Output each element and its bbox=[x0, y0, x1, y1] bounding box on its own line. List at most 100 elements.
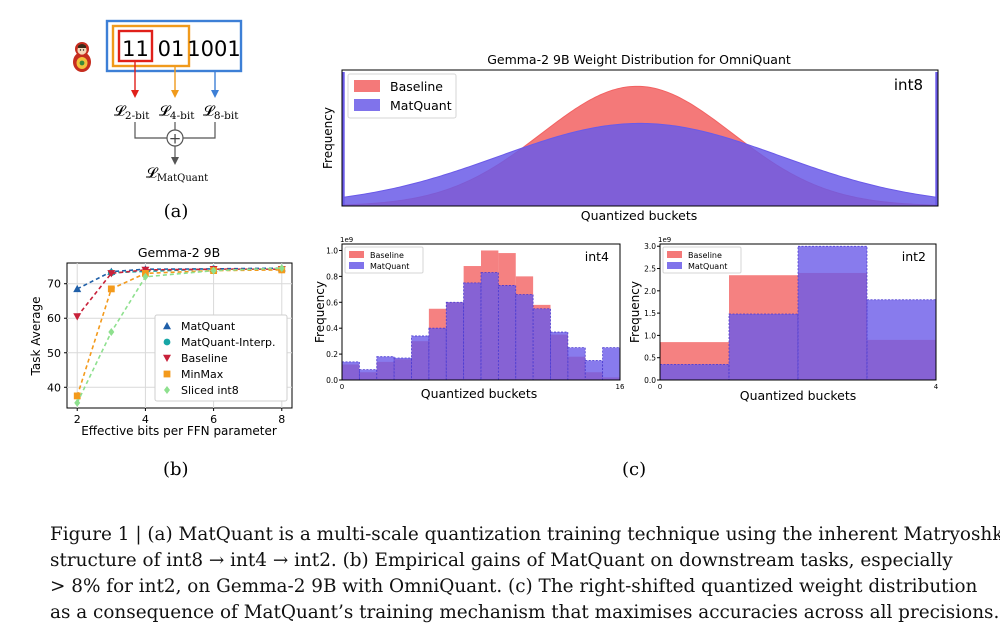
chart-b-legend: MatQuant MatQuant-Interp. Baseline MinMax Sl… bbox=[154, 314, 288, 402]
data-point bbox=[73, 284, 82, 293]
bar bbox=[584, 360, 604, 381]
legend-label: Baseline bbox=[181, 352, 228, 365]
y-tick-label: 60 bbox=[47, 312, 61, 325]
caption-line: > 8% for int2, on Gemma-2 9B with OmniQu… bbox=[50, 576, 978, 597]
chart-c2-xlabel: Quantized buckets bbox=[740, 388, 857, 403]
legend-swatch bbox=[349, 251, 364, 258]
legend-label: Baseline bbox=[370, 251, 404, 260]
loss-4bit: 𝓛4-bit bbox=[159, 102, 195, 122]
chart-c4-ylabel: Frequency bbox=[313, 281, 327, 343]
panel-c-int8-chart: Gemma-2 9B Weight Distribution for OmniQ… bbox=[321, 52, 939, 223]
legend-box bbox=[154, 314, 288, 402]
x-tick-label: 4 bbox=[142, 413, 149, 426]
x-tick-label: 8 bbox=[278, 413, 285, 426]
area-matquant bbox=[341, 122, 939, 207]
y-tick-label: 1.0 bbox=[326, 246, 338, 255]
caption-line: structure of int8 → int4 → int2. (b) Emp… bbox=[50, 550, 953, 571]
caption-line: Figure 1 | (a) MatQuant is a multi-scale… bbox=[50, 524, 1000, 545]
panel-c-int4-chart: 1e9 0.0 0.2 0.4 0.6 0.8 1.0 0 16 int4 Frequenc… bbox=[313, 236, 625, 401]
chart-c2-annotation: int2 bbox=[902, 249, 926, 264]
legend-swatch bbox=[354, 99, 380, 111]
bar bbox=[550, 331, 569, 381]
legend-marker bbox=[163, 354, 171, 362]
data-point bbox=[142, 272, 149, 281]
y-tick-label: 2.5 bbox=[644, 265, 656, 274]
legend-swatch bbox=[354, 80, 380, 92]
legend-label: MatQuant bbox=[688, 262, 727, 271]
bar bbox=[797, 245, 868, 381]
int8-box bbox=[105, 19, 243, 73]
legend-label: MatQuant bbox=[390, 98, 452, 113]
legend-label: MatQuant-Interp. bbox=[181, 336, 275, 349]
y-tick-label: 2.0 bbox=[644, 287, 656, 296]
bits-int2: 11 bbox=[122, 37, 149, 61]
int4-box bbox=[111, 24, 191, 68]
panel-a-diagram: 11 01 1001 𝓛2-bit 𝓛4-bit 𝓛8-bit + 𝓛MatQu… bbox=[73, 19, 243, 222]
chart-c4-plot-frame bbox=[341, 243, 621, 381]
bar bbox=[515, 294, 534, 381]
bar bbox=[341, 361, 360, 381]
chart-c8-ylabel: Frequency bbox=[321, 107, 335, 169]
legend-marker bbox=[163, 370, 171, 378]
chart-b-series bbox=[73, 264, 286, 407]
legend-marker bbox=[163, 322, 171, 330]
loss-2bit: 𝓛2-bit bbox=[114, 102, 150, 122]
figure-caption: Figure 1 | (a) MatQuant is a multi-scale… bbox=[50, 522, 1000, 626]
chart-b-ylabel: Task Average bbox=[29, 297, 43, 377]
chart-b-title: Gemma-2 9B bbox=[138, 245, 220, 260]
legend-label: MatQuant bbox=[370, 262, 409, 271]
chart-b-xlabel: Effective bits per FFN parameter bbox=[81, 424, 277, 438]
chart-c4-scale-note: 1e9 bbox=[340, 236, 353, 244]
legend-marker bbox=[164, 386, 170, 394]
y-tick-label: 0.8 bbox=[326, 272, 338, 281]
bar bbox=[497, 285, 517, 381]
x-tick-label: 2 bbox=[74, 413, 81, 426]
bar bbox=[358, 369, 378, 381]
data-point bbox=[107, 270, 116, 278]
bar bbox=[411, 335, 430, 381]
chart-c8-title: Gemma-2 9B Weight Distribution for OmniQ… bbox=[487, 52, 791, 67]
bar bbox=[602, 347, 621, 381]
chart-c2-scale-note: 1e9 bbox=[658, 236, 671, 244]
data-point bbox=[108, 328, 115, 337]
y-tick-label: 1.0 bbox=[644, 331, 656, 340]
legend-label: MinMax bbox=[181, 368, 224, 381]
chart-b-plot-frame bbox=[66, 262, 293, 409]
panel-c-label: (c) bbox=[622, 459, 647, 480]
y-tick-label: 40 bbox=[47, 381, 61, 394]
sum-bracket bbox=[134, 122, 216, 159]
x-tick-label: 0 bbox=[658, 383, 662, 391]
chart-c4-legend: Baseline MatQuant bbox=[344, 246, 424, 274]
series-sliced-int8 bbox=[74, 264, 285, 407]
legend-swatch bbox=[667, 251, 682, 258]
bars-matquant bbox=[341, 272, 621, 381]
y-tick-label: 70 bbox=[47, 278, 61, 291]
bar bbox=[567, 347, 586, 381]
y-tick-label: 0.0 bbox=[326, 376, 338, 385]
legend-swatch bbox=[349, 262, 364, 269]
x-tick-label: 4 bbox=[934, 383, 939, 391]
bar bbox=[659, 363, 730, 381]
panel-b-line-chart: Gemma-2 9B 40 50 60 70 2 4 6 8 Task Average Ef… bbox=[29, 245, 293, 438]
chart-c4-xlabel: Quantized buckets bbox=[421, 386, 538, 401]
panel-c-int2-chart: 1e9 0.0 0.5 1.0 1.5 2.0 2.5 3.0 0 4 int2 Freque… bbox=[628, 236, 939, 403]
y-tick-label: 50 bbox=[47, 347, 61, 360]
panel-a-label: (a) bbox=[164, 201, 189, 222]
data-point bbox=[74, 398, 81, 407]
series-matquant bbox=[73, 264, 286, 293]
legend-box bbox=[344, 246, 424, 274]
chart-c8-xlabel: Quantized buckets bbox=[581, 208, 698, 223]
x-tick-label: 6 bbox=[210, 413, 217, 426]
bits-int8: 1001 bbox=[187, 37, 240, 61]
chart-c8-annotation: int8 bbox=[894, 76, 923, 94]
y-tick-label: 0.5 bbox=[644, 354, 656, 363]
sum-plus-symbol: + bbox=[169, 130, 182, 148]
legend-marker bbox=[163, 338, 171, 346]
data-point bbox=[278, 264, 285, 273]
legend-box bbox=[662, 246, 742, 274]
bits-int4: 01 bbox=[158, 37, 185, 61]
legend-label: Sliced int8 bbox=[181, 384, 239, 397]
y-tick-label: 3.0 bbox=[644, 242, 656, 251]
chart-c2-legend: Baseline MatQuant bbox=[662, 246, 742, 274]
y-tick-label: 0.4 bbox=[326, 324, 338, 333]
